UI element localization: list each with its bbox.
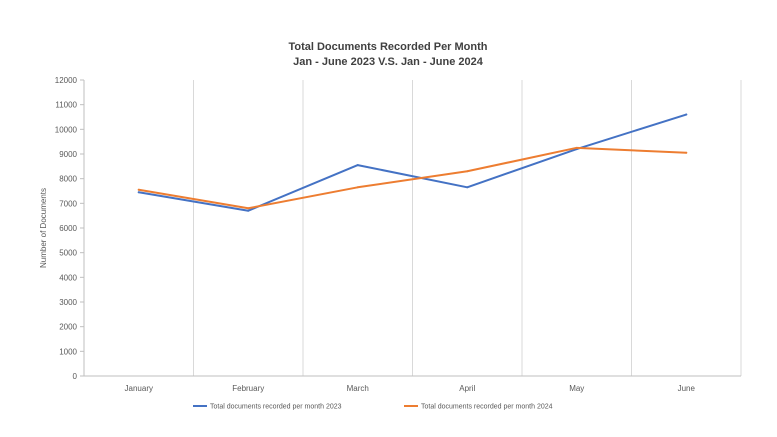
y-tick-label: 4000 <box>59 273 77 282</box>
legend: Total documents recorded per month 2023 T… <box>193 404 553 411</box>
chart-title: Total Documents Recorded Per Month <box>288 41 487 53</box>
data-point <box>356 186 359 189</box>
data-point <box>247 209 250 212</box>
data-point <box>466 170 469 173</box>
data-point <box>685 151 688 154</box>
legend-label: Total documents recorded per month 2023 <box>210 404 342 411</box>
y-tick-label: 8000 <box>59 175 77 184</box>
series-line-2 <box>137 146 688 210</box>
data-point <box>685 113 688 116</box>
y-tick-label: 11000 <box>55 101 77 110</box>
y-tick-label: 12000 <box>55 76 78 85</box>
y-tick-label: 1000 <box>59 347 77 356</box>
y-tick-label: 2000 <box>59 323 77 332</box>
y-tick-label: 3000 <box>59 298 77 307</box>
y-tick-label: 5000 <box>59 249 77 258</box>
legend-label: Total documents recorded per month 2024 <box>421 404 553 411</box>
x-tick-label: June <box>678 384 696 393</box>
data-point <box>466 186 469 189</box>
x-axis: January February March April May June <box>84 375 741 393</box>
data-point <box>247 207 250 210</box>
x-tick-label: March <box>347 384 369 393</box>
data-point <box>137 191 140 194</box>
y-tick-label: 10000 <box>55 125 78 134</box>
data-point <box>356 164 359 167</box>
y-axis-title: Number of Documents <box>39 188 48 268</box>
x-tick-label: April <box>459 384 475 393</box>
chart-subtitle: Jan - June 2023 V.S. Jan - June 2024 <box>293 56 484 68</box>
x-tick-label: January <box>125 384 153 393</box>
y-tick-label: 9000 <box>59 150 77 159</box>
y-tick-label: 0 <box>73 372 78 381</box>
y-tick-label: 7000 <box>59 199 77 208</box>
y-axis: 0 1000 2000 3000 4000 5000 6000 7000 8000 9000 100… <box>55 76 85 381</box>
x-tick-label: February <box>232 384 264 393</box>
series-lines <box>137 113 688 212</box>
x-tick-label: May <box>569 384 584 393</box>
data-point <box>137 188 140 191</box>
y-tick-label: 6000 <box>59 224 77 233</box>
data-point <box>575 146 578 149</box>
series-line-1 <box>137 113 688 212</box>
